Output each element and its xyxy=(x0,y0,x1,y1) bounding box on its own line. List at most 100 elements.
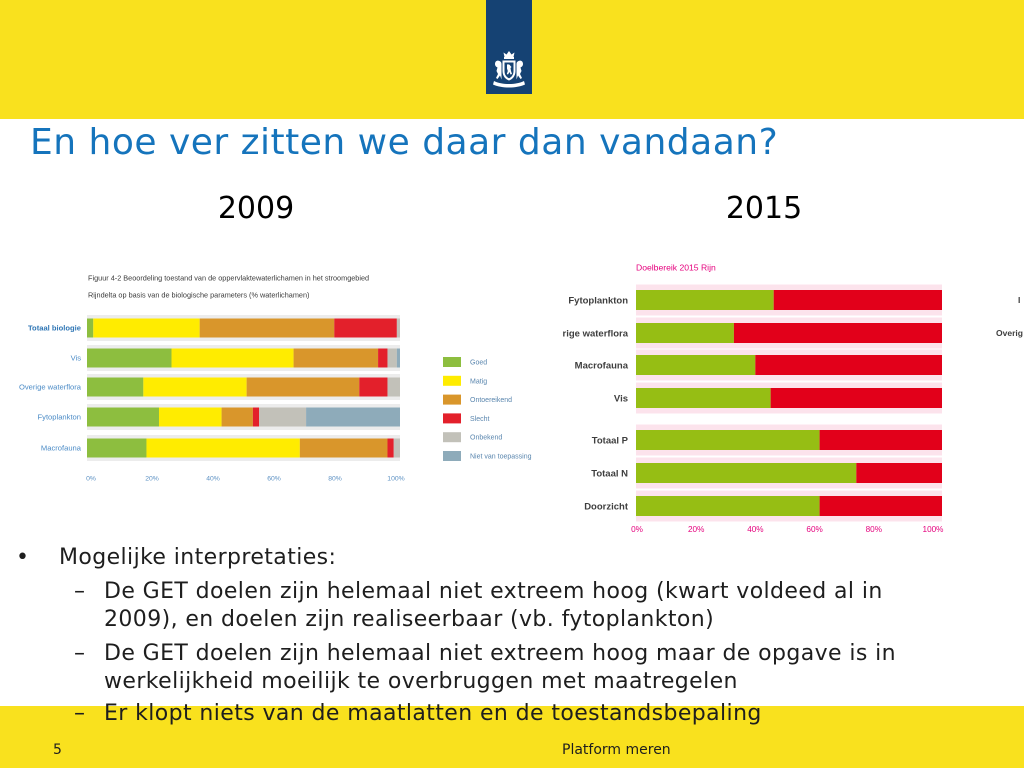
category-label-vis: Vis xyxy=(71,354,82,363)
x-tick-label-0: 0% xyxy=(631,525,643,534)
category-label-macrofauna: Macrofauna xyxy=(41,444,82,453)
bar-matig-fytoplankton xyxy=(158,407,222,427)
legend-label-slecht: Slecht xyxy=(470,416,490,423)
legend-swatch-goed xyxy=(443,357,461,367)
bar-series-2-vis xyxy=(770,388,942,408)
x-tick-label-80: 80% xyxy=(328,476,342,483)
bar-goed-macrofauna xyxy=(87,438,147,458)
legend-label-goed: Goed xyxy=(470,360,487,367)
bar-slecht-macrofauna xyxy=(387,438,394,458)
chart-2009-title: Figuur 4-2 Beoordeling toestand van de o… xyxy=(88,274,369,283)
legend-label-niet-van-toepassing: Niet van toepassing xyxy=(470,454,532,461)
sub-bullet-text: Er klopt niets van de maatlatten en de t… xyxy=(104,701,762,726)
bar-niet-van-toepassing-fytoplankton xyxy=(306,407,400,427)
bar-ontoereikend-fytoplankton xyxy=(221,407,253,427)
x-tick-label-80: 80% xyxy=(866,525,882,534)
bar-series-2-fytoplankton xyxy=(773,290,942,310)
bullet-text: Mogelijke interpretaties: xyxy=(59,545,337,570)
sub-bullet-text: De GET doelen zijn helemaal niet extreem… xyxy=(104,641,896,666)
x-tick-label-40: 40% xyxy=(747,525,763,534)
category-label-doorzicht: Doorzicht xyxy=(584,501,629,512)
bar-ontoereikend-overige-waterflora xyxy=(246,377,360,397)
government-logo xyxy=(486,0,532,94)
x-tick-label-100: 100% xyxy=(923,525,944,534)
bar-slecht-totaal-biologie xyxy=(334,318,397,338)
legend-label-matig: Matig xyxy=(470,378,487,385)
year-label-2015: 2015 xyxy=(725,191,803,226)
bar-series-2-rige-waterflora xyxy=(733,323,942,343)
bar-series-1-totaal-p xyxy=(636,430,820,450)
bar-onbekend-vis xyxy=(387,348,397,368)
bar-goed-fytoplankton xyxy=(87,407,159,427)
sub-bullet-marker: – xyxy=(74,579,85,604)
bar-matig-overige-waterflora xyxy=(143,377,247,397)
cropped-chart-label: I xyxy=(1018,295,1021,305)
bar-ontoereikend-totaal-biologie xyxy=(199,318,335,338)
chart-2009: Figuur 4-2 Beoordeling toestand van de o… xyxy=(19,274,532,483)
legend-label-onbekend: Onbekend xyxy=(470,435,502,442)
sub-bullet-text: werkelijkheid moeilijk te overbruggen me… xyxy=(104,669,738,694)
category-label-overige-waterflora: Overige waterflora xyxy=(19,383,82,392)
footer-band xyxy=(0,706,1024,768)
legend-swatch-niet-van-toepassing xyxy=(443,451,461,461)
bar-goed-totaal-biologie xyxy=(87,318,94,338)
coat-of-arms-icon xyxy=(493,51,525,88)
year-label-2009: 2009 xyxy=(217,191,295,226)
x-tick-label-0: 0% xyxy=(86,476,96,483)
bar-onbekend-fytoplankton xyxy=(259,407,307,427)
bar-niet-van-toepassing-vis xyxy=(396,348,400,368)
bar-ontoereikend-vis xyxy=(293,348,379,368)
category-label-fytoplankton: Fytoplankton xyxy=(38,413,81,422)
legend-swatch-onbekend xyxy=(443,432,461,443)
category-label-totaal-biologie: Totaal biologie xyxy=(28,324,81,333)
bar-series-1-fytoplankton xyxy=(636,290,774,310)
bar-series-1-doorzicht xyxy=(636,496,820,516)
category-label-fytoplankton: Fytoplankton xyxy=(568,295,628,306)
bar-series-2-macrofauna xyxy=(755,355,942,375)
bar-matig-totaal-biologie xyxy=(93,318,200,338)
footer-text: Platform meren xyxy=(562,742,671,758)
bar-goed-overige-waterflora xyxy=(87,377,144,397)
cropped-chart-labels: I Overig xyxy=(994,290,1024,342)
bar-matig-vis xyxy=(171,348,294,368)
bar-slecht-fytoplankton xyxy=(252,407,260,427)
legend-label-ontoereikend: Ontoereikend xyxy=(470,397,512,404)
sub-bullet-marker: – xyxy=(74,641,85,666)
bar-series-2-totaal-n xyxy=(856,463,942,483)
chart-2015: Doelbereik 2015 Rijn Fytoplankton rige wat… xyxy=(563,263,944,535)
bar-slecht-vis xyxy=(378,348,388,368)
bar-matig-macrofauna xyxy=(146,438,300,458)
category-label-totaal-p: Totaal P xyxy=(592,435,629,446)
category-label-vis: Vis xyxy=(614,393,628,404)
bar-series-1-macrofauna xyxy=(636,355,756,375)
category-label-totaal-n: Totaal N xyxy=(591,468,628,479)
chart-2009-subtitle: Rijndelta op basis van de biologische pa… xyxy=(88,291,309,300)
sub-bullet-text: 2009), en doelen zijn realiseerbaar (vb.… xyxy=(104,607,715,632)
bar-onbekend-macrofauna xyxy=(393,438,400,458)
bar-series-1-rige-waterflora xyxy=(636,323,734,343)
sub-bullet-marker: – xyxy=(74,701,85,726)
x-tick-label-60: 60% xyxy=(806,525,822,534)
bar-series-2-totaal-p xyxy=(819,430,942,450)
bar-series-1-totaal-n xyxy=(636,463,857,483)
slide-title: En hoe ver zitten we daar dan vandaan? xyxy=(30,122,779,163)
cropped-chart-label: Overig xyxy=(996,328,1023,338)
bar-slecht-overige-waterflora xyxy=(359,377,388,397)
category-label-rige-waterflora: rige waterflora xyxy=(563,328,629,339)
x-tick-label-60: 60% xyxy=(267,476,281,483)
page-number: 5 xyxy=(53,742,62,758)
legend-swatch-slecht xyxy=(443,413,461,424)
bar-goed-vis xyxy=(87,348,172,368)
bar-series-1-vis xyxy=(636,388,771,408)
legend-swatch-matig xyxy=(443,375,461,386)
bar-onbekend-totaal-biologie xyxy=(396,318,400,338)
bar-series-2-doorzicht xyxy=(819,496,942,516)
x-tick-label-40: 40% xyxy=(206,476,220,483)
bar-onbekend-overige-waterflora xyxy=(387,377,400,397)
bullet-marker: • xyxy=(16,545,29,570)
bar-ontoereikend-macrofauna xyxy=(299,438,388,458)
chart-2015-title: Doelbereik 2015 Rijn xyxy=(636,263,716,273)
sub-bullet-text: De GET doelen zijn helemaal niet extreem… xyxy=(104,579,883,604)
category-label-macrofauna: Macrofauna xyxy=(575,360,629,371)
legend-swatch-ontoereikend xyxy=(443,394,461,405)
